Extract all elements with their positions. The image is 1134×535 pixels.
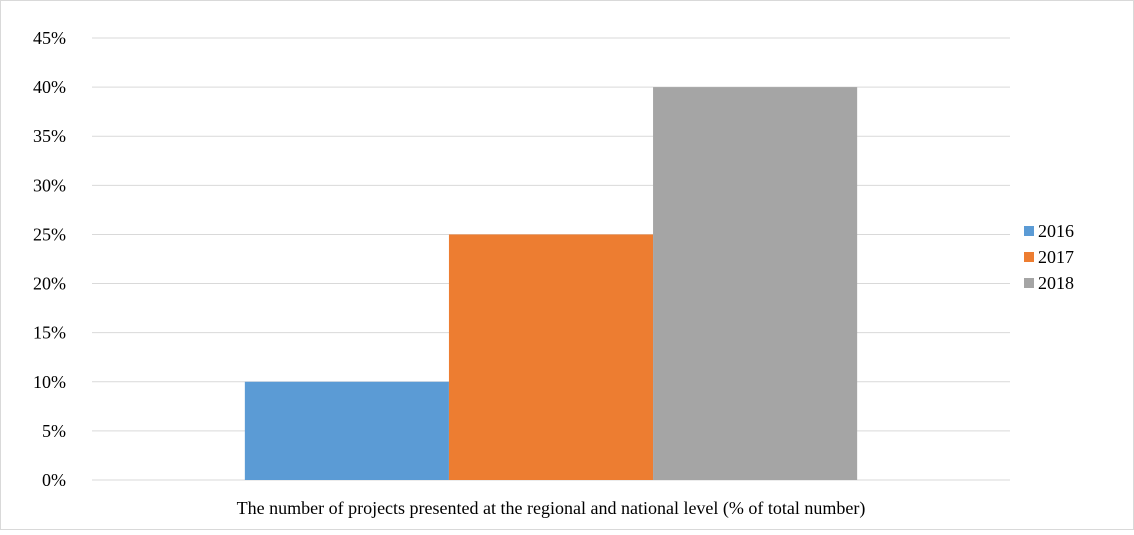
y-tick-label: 30% [33,175,66,195]
y-tick-label: 5% [42,421,66,441]
y-tick-label: 10% [33,372,66,392]
legend-swatch-2018 [1024,278,1034,288]
legend: 2016 2017 2018 [1024,221,1074,293]
y-tick-label: 15% [33,323,66,343]
x-axis: The number of projects presented at the … [237,498,866,519]
legend-swatch-2016 [1024,226,1034,236]
y-axis: 0% 5% 10% 15% 20% 25% 30% 35% 40% 45% [33,28,66,490]
y-tick-label: 0% [42,470,66,490]
legend-label-2017: 2017 [1038,247,1074,267]
legend-label-2018: 2018 [1038,273,1074,293]
y-tick-label: 25% [33,224,66,244]
legend-swatch-2017 [1024,252,1034,262]
bar-2018 [653,87,858,480]
x-category-label: The number of projects presented at the … [237,498,866,519]
y-tick-label: 40% [33,77,66,97]
bar-2017 [448,234,654,480]
bar-2016 [244,381,449,480]
y-tick-label: 45% [33,28,66,48]
legend-label-2016: 2016 [1038,221,1074,241]
bars [244,87,858,480]
y-tick-label: 20% [33,274,66,294]
y-tick-label: 35% [33,126,66,146]
